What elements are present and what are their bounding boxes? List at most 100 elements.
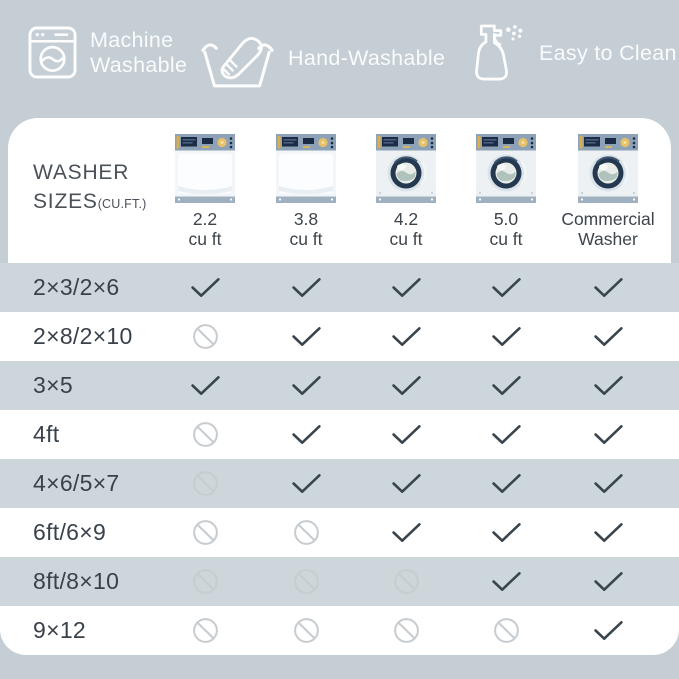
check-icon — [291, 278, 321, 297]
cell-washable — [586, 459, 630, 508]
legend-label-line: Easy to Clean — [539, 40, 677, 65]
legend-label-line: Hand-Washable — [288, 45, 446, 70]
cell-washable — [484, 263, 528, 312]
front-load-washer-icon — [476, 134, 536, 203]
legend-label: Machine Washable — [90, 28, 187, 78]
rug-size-label: 9×12 — [33, 617, 87, 643]
cell-washable — [384, 508, 428, 557]
cell-washable — [484, 557, 528, 606]
rug-size-label: 4ft — [33, 421, 60, 447]
top-load-washer-icon — [276, 134, 336, 203]
cell-washable — [284, 410, 328, 459]
legend-label: Hand-Washable — [288, 46, 445, 71]
cell-not-washable — [183, 312, 227, 361]
prohibited-icon — [293, 520, 319, 545]
legend-label-line: Washable — [90, 52, 188, 77]
cell-washable — [284, 263, 328, 312]
check-icon — [491, 327, 521, 346]
table-card — [8, 118, 671, 264]
rug-size-label: 8ft/8×10 — [33, 568, 120, 594]
check-icon — [391, 523, 421, 542]
cell-not-washable — [484, 606, 528, 655]
cell-washable — [183, 361, 227, 410]
cell-washable — [586, 312, 630, 361]
table-corner-title: WASHER SIZES(CU.FT.) — [33, 158, 147, 219]
corner-title-line2: SIZES — [33, 190, 98, 213]
column-label: 3.8 cu ft — [289, 209, 323, 249]
check-icon — [190, 376, 220, 395]
top-load-washer-icon — [175, 134, 235, 203]
check-icon — [391, 376, 421, 395]
column-label: 5.0 cu ft — [489, 209, 523, 249]
prohibited-icon — [293, 618, 319, 643]
washing-machine-icon — [28, 26, 77, 79]
cell-washable — [284, 312, 328, 361]
table-row-2-3-2-6: 2×3/2×6 — [0, 263, 679, 312]
check-icon — [593, 376, 623, 395]
prohibited-icon — [192, 569, 218, 594]
hand-wash-icon — [200, 26, 275, 90]
rug-size-label: 2×8/2×10 — [33, 323, 133, 349]
check-icon — [391, 474, 421, 493]
front-load-washer-icon — [376, 134, 436, 203]
table-row-6ft-6-9: 6ft/6×9 — [0, 508, 679, 557]
cell-washable — [586, 361, 630, 410]
table-row-3-5: 3×5 — [0, 361, 679, 410]
prohibited-icon — [293, 569, 319, 594]
table-row-4ft: 4ft — [0, 410, 679, 459]
check-icon — [491, 572, 521, 591]
spray-bottle-icon — [472, 22, 526, 84]
check-icon — [593, 474, 623, 493]
washer-column-3-8: 3.8 cu ft — [241, 128, 371, 249]
cell-not-washable — [384, 557, 428, 606]
check-icon — [593, 572, 623, 591]
cell-washable — [484, 312, 528, 361]
cell-washable — [384, 459, 428, 508]
front-load-washer-icon — [578, 134, 638, 203]
cell-washable — [586, 557, 630, 606]
cell-not-washable — [183, 459, 227, 508]
column-label: 4.2 cu ft — [389, 209, 423, 249]
cell-not-washable — [183, 557, 227, 606]
prohibited-icon — [393, 569, 419, 594]
legend-item-easy-to-clean: Easy to Clean — [472, 22, 677, 84]
cell-washable — [586, 410, 630, 459]
table-row-4-6-5-7: 4×6/5×7 — [0, 459, 679, 508]
cell-washable — [384, 361, 428, 410]
cell-washable — [384, 263, 428, 312]
cell-washable — [484, 361, 528, 410]
cell-washable — [484, 459, 528, 508]
cell-not-washable — [284, 508, 328, 557]
prohibited-icon — [192, 618, 218, 643]
cell-not-washable — [384, 606, 428, 655]
cell-washable — [586, 606, 630, 655]
cell-washable — [484, 410, 528, 459]
check-icon — [391, 278, 421, 297]
cell-washable — [384, 312, 428, 361]
check-icon — [491, 425, 521, 444]
check-icon — [291, 474, 321, 493]
check-icon — [391, 327, 421, 346]
check-icon — [593, 327, 623, 346]
rug-size-label: 6ft/6×9 — [33, 519, 107, 545]
corner-title-line1: WASHER — [33, 161, 130, 184]
table-row-2-8-2-10: 2×8/2×10 — [0, 312, 679, 361]
check-icon — [593, 278, 623, 297]
cell-washable — [586, 508, 630, 557]
prohibited-icon — [493, 618, 519, 643]
washer-column-4-2: 4.2 cu ft — [341, 128, 471, 249]
check-icon — [491, 523, 521, 542]
check-icon — [291, 376, 321, 395]
cell-not-washable — [183, 508, 227, 557]
cell-washable — [284, 361, 328, 410]
check-icon — [491, 278, 521, 297]
cell-not-washable — [183, 410, 227, 459]
check-icon — [391, 425, 421, 444]
cell-not-washable — [284, 606, 328, 655]
column-label: 2.2 cu ft — [188, 209, 222, 249]
legend-label-line: Machine — [90, 27, 174, 52]
check-icon — [593, 523, 623, 542]
prohibited-icon — [192, 422, 218, 447]
rug-size-table-rows: 2×3/2×6 2×8/2×10 3×5 4ft 4×6/5×7 — [0, 263, 679, 655]
